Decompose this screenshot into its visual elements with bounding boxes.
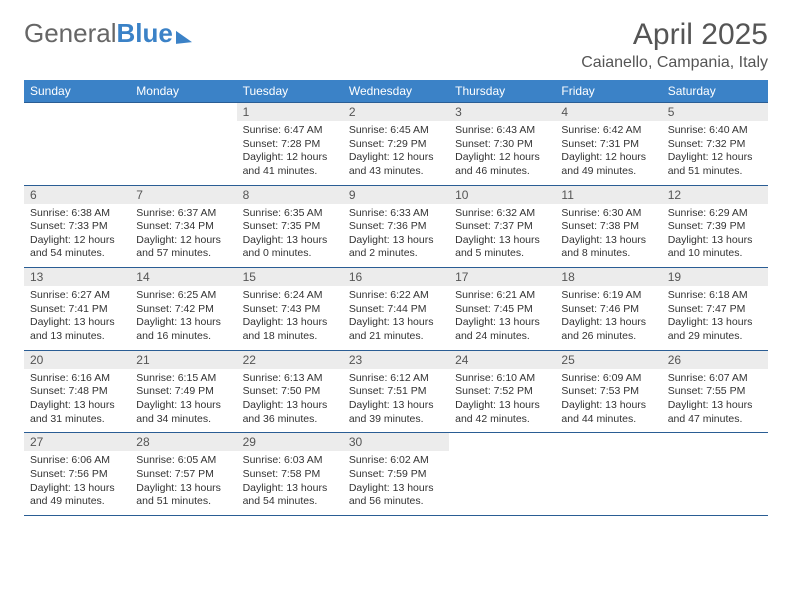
day-detail-cell: Sunrise: 6:19 AMSunset: 7:46 PMDaylight:… — [555, 286, 661, 350]
day-number-cell: 18 — [555, 268, 661, 287]
day-number-cell — [555, 433, 661, 452]
calendar-table: SundayMondayTuesdayWednesdayThursdayFrid… — [24, 80, 768, 516]
daynum-row: 13141516171819 — [24, 268, 768, 287]
day-number-cell: 24 — [449, 350, 555, 369]
day-detail-cell: Sunrise: 6:02 AMSunset: 7:59 PMDaylight:… — [343, 451, 449, 515]
daynum-row: 6789101112 — [24, 185, 768, 204]
daynum-row: 27282930 — [24, 433, 768, 452]
day-body-row: Sunrise: 6:06 AMSunset: 7:56 PMDaylight:… — [24, 451, 768, 515]
day-detail-cell: Sunrise: 6:27 AMSunset: 7:41 PMDaylight:… — [24, 286, 130, 350]
day-detail-cell: Sunrise: 6:43 AMSunset: 7:30 PMDaylight:… — [449, 121, 555, 185]
day-header: Monday — [130, 80, 236, 103]
day-detail-cell: Sunrise: 6:13 AMSunset: 7:50 PMDaylight:… — [237, 369, 343, 433]
day-detail-cell: Sunrise: 6:07 AMSunset: 7:55 PMDaylight:… — [662, 369, 768, 433]
day-detail-cell: Sunrise: 6:40 AMSunset: 7:32 PMDaylight:… — [662, 121, 768, 185]
day-body-row: Sunrise: 6:47 AMSunset: 7:28 PMDaylight:… — [24, 121, 768, 185]
day-detail-cell — [130, 121, 236, 185]
logo-text-2: Blue — [117, 18, 173, 49]
day-number-cell: 15 — [237, 268, 343, 287]
day-number-cell: 20 — [24, 350, 130, 369]
day-number-cell: 5 — [662, 103, 768, 122]
day-number-cell: 4 — [555, 103, 661, 122]
day-number-cell: 9 — [343, 185, 449, 204]
day-number-cell: 19 — [662, 268, 768, 287]
day-detail-cell: Sunrise: 6:35 AMSunset: 7:35 PMDaylight:… — [237, 204, 343, 268]
day-header-row: SundayMondayTuesdayWednesdayThursdayFrid… — [24, 80, 768, 103]
day-detail-cell: Sunrise: 6:09 AMSunset: 7:53 PMDaylight:… — [555, 369, 661, 433]
day-detail-cell: Sunrise: 6:32 AMSunset: 7:37 PMDaylight:… — [449, 204, 555, 268]
day-number-cell: 25 — [555, 350, 661, 369]
logo-text-1: General — [24, 18, 117, 49]
day-number-cell: 3 — [449, 103, 555, 122]
day-detail-cell: Sunrise: 6:29 AMSunset: 7:39 PMDaylight:… — [662, 204, 768, 268]
day-body-row: Sunrise: 6:27 AMSunset: 7:41 PMDaylight:… — [24, 286, 768, 350]
location-subtitle: Caianello, Campania, Italy — [581, 54, 768, 72]
day-detail-cell: Sunrise: 6:38 AMSunset: 7:33 PMDaylight:… — [24, 204, 130, 268]
day-detail-cell: Sunrise: 6:21 AMSunset: 7:45 PMDaylight:… — [449, 286, 555, 350]
day-detail-cell: Sunrise: 6:45 AMSunset: 7:29 PMDaylight:… — [343, 121, 449, 185]
day-number-cell — [130, 103, 236, 122]
day-detail-cell — [24, 121, 130, 185]
day-detail-cell: Sunrise: 6:12 AMSunset: 7:51 PMDaylight:… — [343, 369, 449, 433]
day-detail-cell: Sunrise: 6:42 AMSunset: 7:31 PMDaylight:… — [555, 121, 661, 185]
title-block: April 2025 Caianello, Campania, Italy — [581, 18, 768, 72]
day-header: Tuesday — [237, 80, 343, 103]
day-number-cell: 10 — [449, 185, 555, 204]
day-number-cell: 1 — [237, 103, 343, 122]
day-detail-cell: Sunrise: 6:10 AMSunset: 7:52 PMDaylight:… — [449, 369, 555, 433]
day-detail-cell: Sunrise: 6:30 AMSunset: 7:38 PMDaylight:… — [555, 204, 661, 268]
day-number-cell: 8 — [237, 185, 343, 204]
day-number-cell: 6 — [24, 185, 130, 204]
day-detail-cell: Sunrise: 6:15 AMSunset: 7:49 PMDaylight:… — [130, 369, 236, 433]
day-detail-cell: Sunrise: 6:22 AMSunset: 7:44 PMDaylight:… — [343, 286, 449, 350]
day-detail-cell: Sunrise: 6:06 AMSunset: 7:56 PMDaylight:… — [24, 451, 130, 515]
day-number-cell: 16 — [343, 268, 449, 287]
day-body-row: Sunrise: 6:38 AMSunset: 7:33 PMDaylight:… — [24, 204, 768, 268]
day-header: Wednesday — [343, 80, 449, 103]
day-detail-cell: Sunrise: 6:18 AMSunset: 7:47 PMDaylight:… — [662, 286, 768, 350]
day-detail-cell: Sunrise: 6:47 AMSunset: 7:28 PMDaylight:… — [237, 121, 343, 185]
day-number-cell: 30 — [343, 433, 449, 452]
day-detail-cell — [449, 451, 555, 515]
day-number-cell: 22 — [237, 350, 343, 369]
day-detail-cell: Sunrise: 6:37 AMSunset: 7:34 PMDaylight:… — [130, 204, 236, 268]
day-number-cell: 13 — [24, 268, 130, 287]
day-header: Sunday — [24, 80, 130, 103]
day-detail-cell: Sunrise: 6:24 AMSunset: 7:43 PMDaylight:… — [237, 286, 343, 350]
day-detail-cell: Sunrise: 6:05 AMSunset: 7:57 PMDaylight:… — [130, 451, 236, 515]
day-header: Saturday — [662, 80, 768, 103]
day-number-cell: 2 — [343, 103, 449, 122]
day-number-cell — [449, 433, 555, 452]
day-number-cell: 14 — [130, 268, 236, 287]
day-header: Thursday — [449, 80, 555, 103]
day-number-cell: 17 — [449, 268, 555, 287]
daynum-row: 12345 — [24, 103, 768, 122]
day-number-cell: 12 — [662, 185, 768, 204]
day-number-cell: 21 — [130, 350, 236, 369]
day-number-cell: 26 — [662, 350, 768, 369]
day-body-row: Sunrise: 6:16 AMSunset: 7:48 PMDaylight:… — [24, 369, 768, 433]
day-header: Friday — [555, 80, 661, 103]
day-detail-cell — [555, 451, 661, 515]
day-detail-cell: Sunrise: 6:03 AMSunset: 7:58 PMDaylight:… — [237, 451, 343, 515]
day-detail-cell: Sunrise: 6:16 AMSunset: 7:48 PMDaylight:… — [24, 369, 130, 433]
logo-triangle-icon — [176, 29, 192, 44]
day-number-cell: 23 — [343, 350, 449, 369]
page-header: General Blue April 2025 Caianello, Campa… — [24, 18, 768, 72]
logo: General Blue — [24, 18, 192, 49]
day-number-cell: 29 — [237, 433, 343, 452]
day-number-cell: 11 — [555, 185, 661, 204]
day-detail-cell: Sunrise: 6:33 AMSunset: 7:36 PMDaylight:… — [343, 204, 449, 268]
month-title: April 2025 — [581, 18, 768, 52]
day-number-cell: 28 — [130, 433, 236, 452]
day-number-cell: 27 — [24, 433, 130, 452]
day-detail-cell — [662, 451, 768, 515]
daynum-row: 20212223242526 — [24, 350, 768, 369]
day-detail-cell: Sunrise: 6:25 AMSunset: 7:42 PMDaylight:… — [130, 286, 236, 350]
day-number-cell — [662, 433, 768, 452]
day-number-cell: 7 — [130, 185, 236, 204]
day-number-cell — [24, 103, 130, 122]
